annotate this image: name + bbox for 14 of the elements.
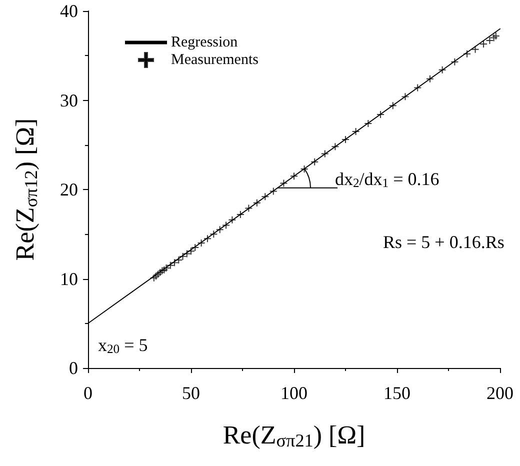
annotation: Rs = 5 + 0.16.Rs <box>383 232 504 252</box>
x-tick-label: 200 <box>486 383 514 403</box>
x-tick-label: 150 <box>384 383 410 403</box>
x-tick-label: 0 <box>84 383 92 403</box>
y-tick-label: 30 <box>60 90 78 110</box>
x-tick-label: 50 <box>182 383 200 403</box>
legend-label: Regression <box>171 34 238 50</box>
y-axis-title: Re(Zσπ12) [Ω] <box>10 118 41 261</box>
y-tick-label: 10 <box>60 268 78 289</box>
y-tick-label: 20 <box>60 180 78 200</box>
legend-label: Measurements <box>171 52 259 68</box>
y-tick-label: 40 <box>60 1 78 21</box>
y-tick-label: 0 <box>69 358 78 378</box>
x-tick-label: 100 <box>280 383 308 403</box>
